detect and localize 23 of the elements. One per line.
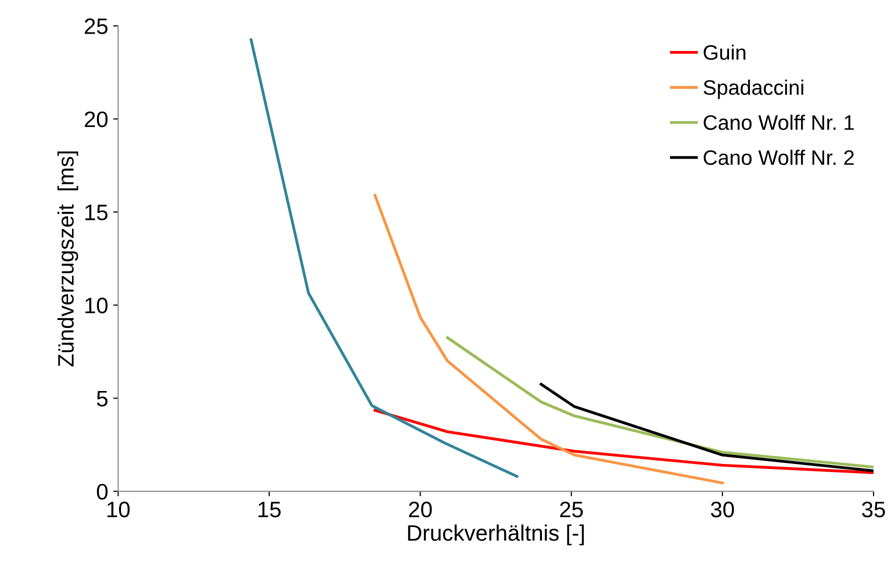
y-tick-label: 10 xyxy=(85,298,108,314)
y-tick-label: 5 xyxy=(96,390,108,406)
legend-label: Guin xyxy=(704,44,746,60)
x-tick-label: 10 xyxy=(107,502,130,518)
line-series xyxy=(446,336,874,469)
line-series xyxy=(374,408,874,474)
legend-label: Cano Wolff Nr. 2 xyxy=(704,150,854,166)
x-tick-label: 35 xyxy=(862,502,885,518)
y-axis-title: Zündverzugszeit [ms] xyxy=(57,151,78,367)
line-series xyxy=(374,194,724,484)
legend-label: Spadaccini xyxy=(704,80,804,100)
x-tick-label: 20 xyxy=(409,502,432,518)
x-tick-label: 25 xyxy=(560,502,583,518)
line-series xyxy=(540,382,874,472)
x-axis-title: Druckverhältnis [-] xyxy=(408,524,584,546)
y-tick-label: 25 xyxy=(84,18,108,34)
line-series xyxy=(250,38,518,478)
y-tick-label: 20 xyxy=(84,111,108,128)
y-tick-label: 0 xyxy=(96,484,108,500)
x-tick-label: 15 xyxy=(258,502,281,518)
x-tick-label: 30 xyxy=(710,502,734,518)
y-tick-label: 15 xyxy=(85,204,108,220)
legend-label: Cano Wolff Nr. 1 xyxy=(704,114,854,130)
